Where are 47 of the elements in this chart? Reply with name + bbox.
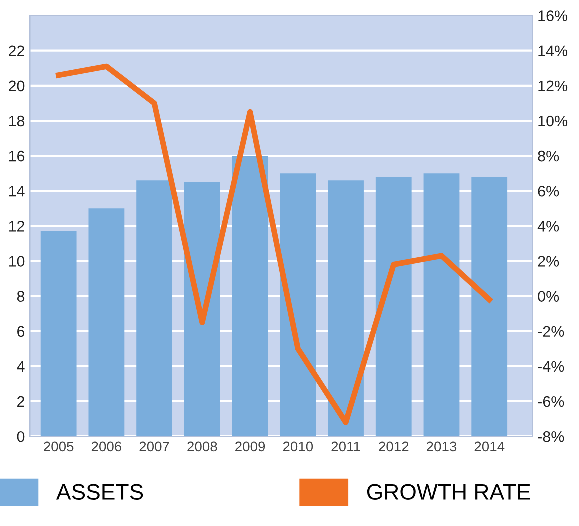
y-tick-label: 18 [9, 116, 25, 127]
y2-tick-label: 8% [538, 150, 560, 162]
y2-tick-label: 6% [538, 186, 560, 197]
y-tick-label: 22 [9, 46, 24, 56]
y2-tick-label: -4% [538, 361, 564, 372]
bar [472, 177, 508, 437]
y-tick-label: 16 [9, 150, 25, 162]
y2-tick-label: 14% [538, 46, 568, 56]
x-tick-label: 2013 [426, 442, 457, 452]
x-tick-label: 2005 [44, 442, 74, 452]
x-tick-label: 2009 [236, 442, 266, 452]
y-tick-label: 14 [9, 186, 25, 197]
y-tick-label: 20 [9, 80, 25, 92]
y2-tick-label: -2% [538, 326, 564, 338]
y2-tick-label: 0% [538, 291, 560, 302]
y2-tick-label: 4% [538, 221, 560, 232]
y-tick-label: 2 [18, 396, 24, 408]
bar [280, 174, 316, 437]
y-tick-label: 10 [9, 256, 25, 267]
x-tick-label: 2011 [332, 442, 360, 452]
y-tick-label: 8 [17, 291, 25, 302]
y-tick-label: 6 [18, 326, 25, 338]
x-tick-label: 2010 [283, 442, 314, 452]
y2-tick-label: -6% [538, 396, 564, 408]
x-tick-label: 2008 [188, 442, 218, 452]
bar [88, 208, 125, 437]
bar [424, 174, 460, 437]
y-tick-label: 0 [17, 431, 25, 442]
legend-label: ASSETS [56, 484, 144, 500]
y2-tick-label: 10% [538, 116, 568, 127]
bar [184, 182, 220, 437]
x-tick-label: 2007 [140, 442, 170, 452]
y2-tick-label: 2% [538, 256, 560, 267]
legend-label: GROWTH RATE [367, 484, 530, 500]
x-tick-label: 2006 [92, 442, 122, 452]
y2-tick-label: 12% [538, 80, 568, 92]
bar [40, 231, 77, 437]
y2-tick-label: 16% [538, 10, 568, 22]
y-tick-label: 4 [17, 361, 25, 372]
y-tick-label: 12 [9, 221, 24, 232]
bar [232, 156, 268, 437]
bar [328, 180, 364, 437]
bar [376, 177, 412, 437]
x-tick-label: 2012 [379, 442, 409, 452]
bar [136, 180, 173, 437]
x-tick-label: 2014 [474, 442, 505, 452]
y2-tick-label: -8% [538, 431, 564, 442]
